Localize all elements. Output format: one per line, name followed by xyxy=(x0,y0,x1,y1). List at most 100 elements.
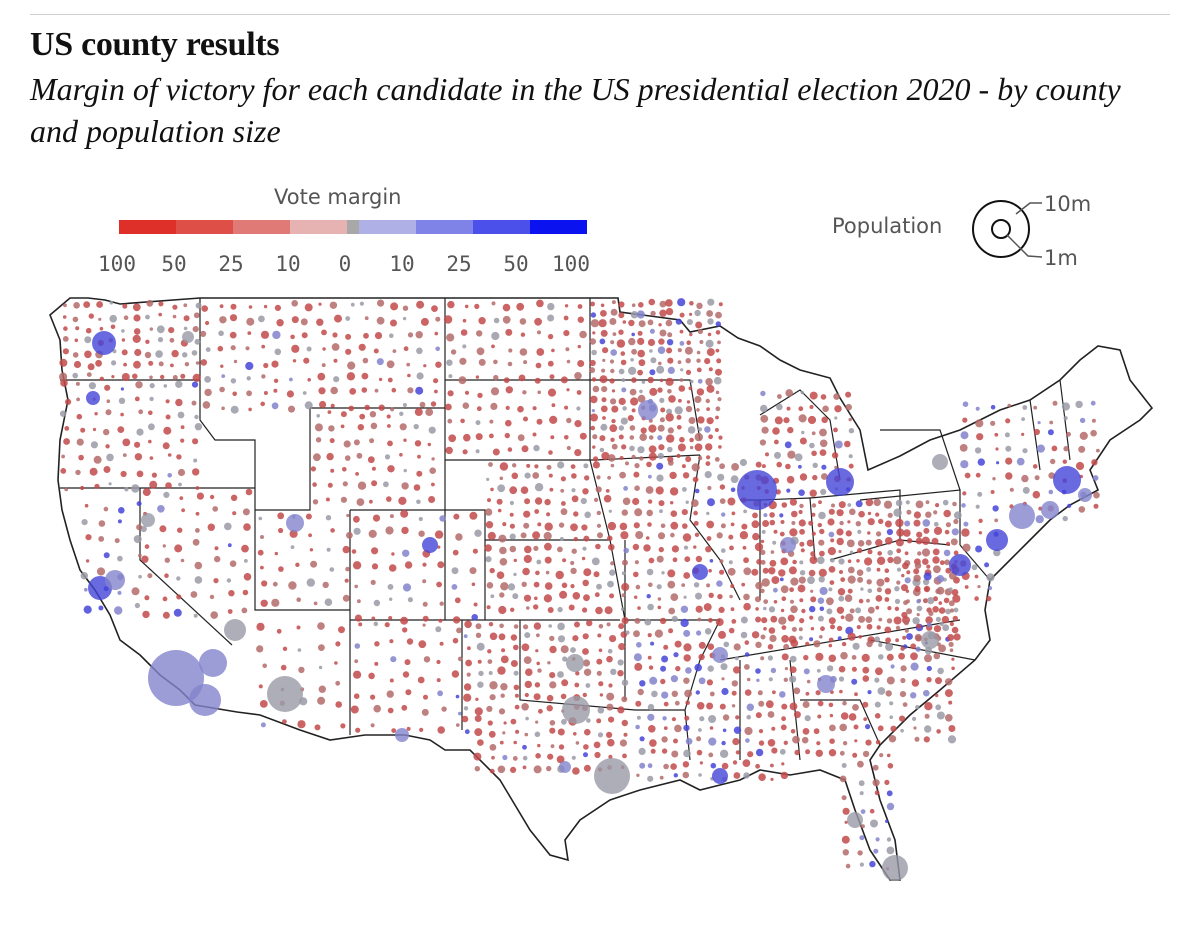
county-bubble xyxy=(346,513,350,518)
county-bubble xyxy=(476,642,485,651)
county-bubble xyxy=(182,352,188,358)
county-bubble xyxy=(374,388,379,393)
county-bubble xyxy=(933,652,941,660)
county-bubble xyxy=(502,303,511,312)
county-bubble xyxy=(910,643,917,650)
population-large-label: 10m xyxy=(1044,192,1092,216)
county-bubble xyxy=(371,547,379,555)
county-bubble xyxy=(831,503,835,508)
county-bubble xyxy=(167,473,172,478)
county-bubble xyxy=(533,581,540,588)
county-bubble xyxy=(465,659,472,667)
county-bubble xyxy=(710,762,717,769)
county-bubble xyxy=(772,540,777,545)
county-bubble xyxy=(744,652,750,657)
county-bubble xyxy=(170,363,174,368)
county-bubble xyxy=(229,560,237,567)
county-bubble xyxy=(590,312,597,318)
county-bubble xyxy=(346,372,356,381)
county-bubble xyxy=(348,405,355,412)
county-bubble xyxy=(384,622,390,628)
tick-label: 100 xyxy=(98,252,136,276)
county-bubble xyxy=(877,551,882,556)
county-bubble xyxy=(87,363,95,371)
county-bubble xyxy=(683,724,690,732)
county-bubble xyxy=(646,509,653,517)
county-bubble xyxy=(367,456,375,464)
county-bubble xyxy=(719,703,726,710)
county-bubble xyxy=(162,596,168,602)
county-bubble xyxy=(282,646,288,651)
county-bubble xyxy=(699,716,705,722)
county-bubble xyxy=(639,736,645,742)
county-bubble xyxy=(1066,431,1071,437)
county-bubble xyxy=(815,690,821,696)
county-bubble xyxy=(114,538,120,544)
county-bubble xyxy=(184,362,190,367)
leader-line-10m xyxy=(1015,202,1042,215)
county-bubble xyxy=(978,531,983,535)
county-bubble xyxy=(515,729,520,734)
county-bubble xyxy=(657,605,662,610)
county-bubble xyxy=(631,377,637,383)
county-bubble xyxy=(369,499,373,504)
metro-bubble xyxy=(986,529,1008,551)
county-bubble xyxy=(148,439,152,444)
county-bubble xyxy=(705,443,713,451)
county-bubble xyxy=(887,549,893,556)
county-bubble xyxy=(533,693,541,701)
metro-bubble xyxy=(1078,488,1092,502)
county-bubble xyxy=(64,487,68,492)
county-bubble xyxy=(641,380,646,384)
county-bubble xyxy=(975,472,981,478)
county-bubble xyxy=(163,426,172,435)
county-bubble xyxy=(601,397,607,403)
county-bubble xyxy=(407,597,413,603)
county-bubble xyxy=(263,391,268,395)
county-bubble xyxy=(604,606,613,615)
county-bubble xyxy=(872,764,879,771)
metro-bubble xyxy=(148,650,204,706)
county-bubble xyxy=(800,390,804,395)
county-bubble xyxy=(534,731,541,738)
county-bubble xyxy=(893,556,902,565)
county-bubble xyxy=(591,557,600,566)
county-bubble xyxy=(485,556,492,563)
county-bubble xyxy=(557,606,563,613)
county-bubble xyxy=(927,597,935,605)
county-bubble xyxy=(910,692,917,699)
county-bubble xyxy=(820,626,825,632)
county-bubble xyxy=(447,300,455,309)
county-bubble xyxy=(659,329,667,337)
county-bubble xyxy=(229,314,238,322)
county-bubble xyxy=(450,349,457,355)
county-bubble xyxy=(92,427,97,432)
county-bubble xyxy=(121,373,130,381)
county-bubble xyxy=(695,690,700,695)
county-bubble xyxy=(263,304,268,309)
county-bubble xyxy=(889,701,894,706)
county-bubble xyxy=(445,446,453,455)
county-bubble xyxy=(847,520,851,524)
county-bubble xyxy=(149,327,153,331)
county-bubble xyxy=(596,475,601,480)
county-bubble xyxy=(781,716,786,722)
county-bubble xyxy=(570,584,575,589)
county-bubble xyxy=(121,349,128,356)
metro-bubble xyxy=(1009,503,1035,529)
county-bubble xyxy=(691,463,700,472)
county-bubble xyxy=(739,531,749,540)
county-bubble xyxy=(406,362,411,367)
county-bubble xyxy=(546,464,552,470)
county-bubble xyxy=(88,382,96,390)
county-bubble xyxy=(709,691,715,697)
county-bubble xyxy=(906,633,913,640)
county-bubble xyxy=(706,511,710,516)
county-bubble xyxy=(715,368,722,376)
county-bubble xyxy=(731,690,737,696)
county-bubble xyxy=(885,643,894,651)
county-bubble xyxy=(76,397,80,402)
county-bubble xyxy=(833,393,840,400)
county-bubble xyxy=(446,359,453,366)
county-bubble xyxy=(855,500,863,508)
